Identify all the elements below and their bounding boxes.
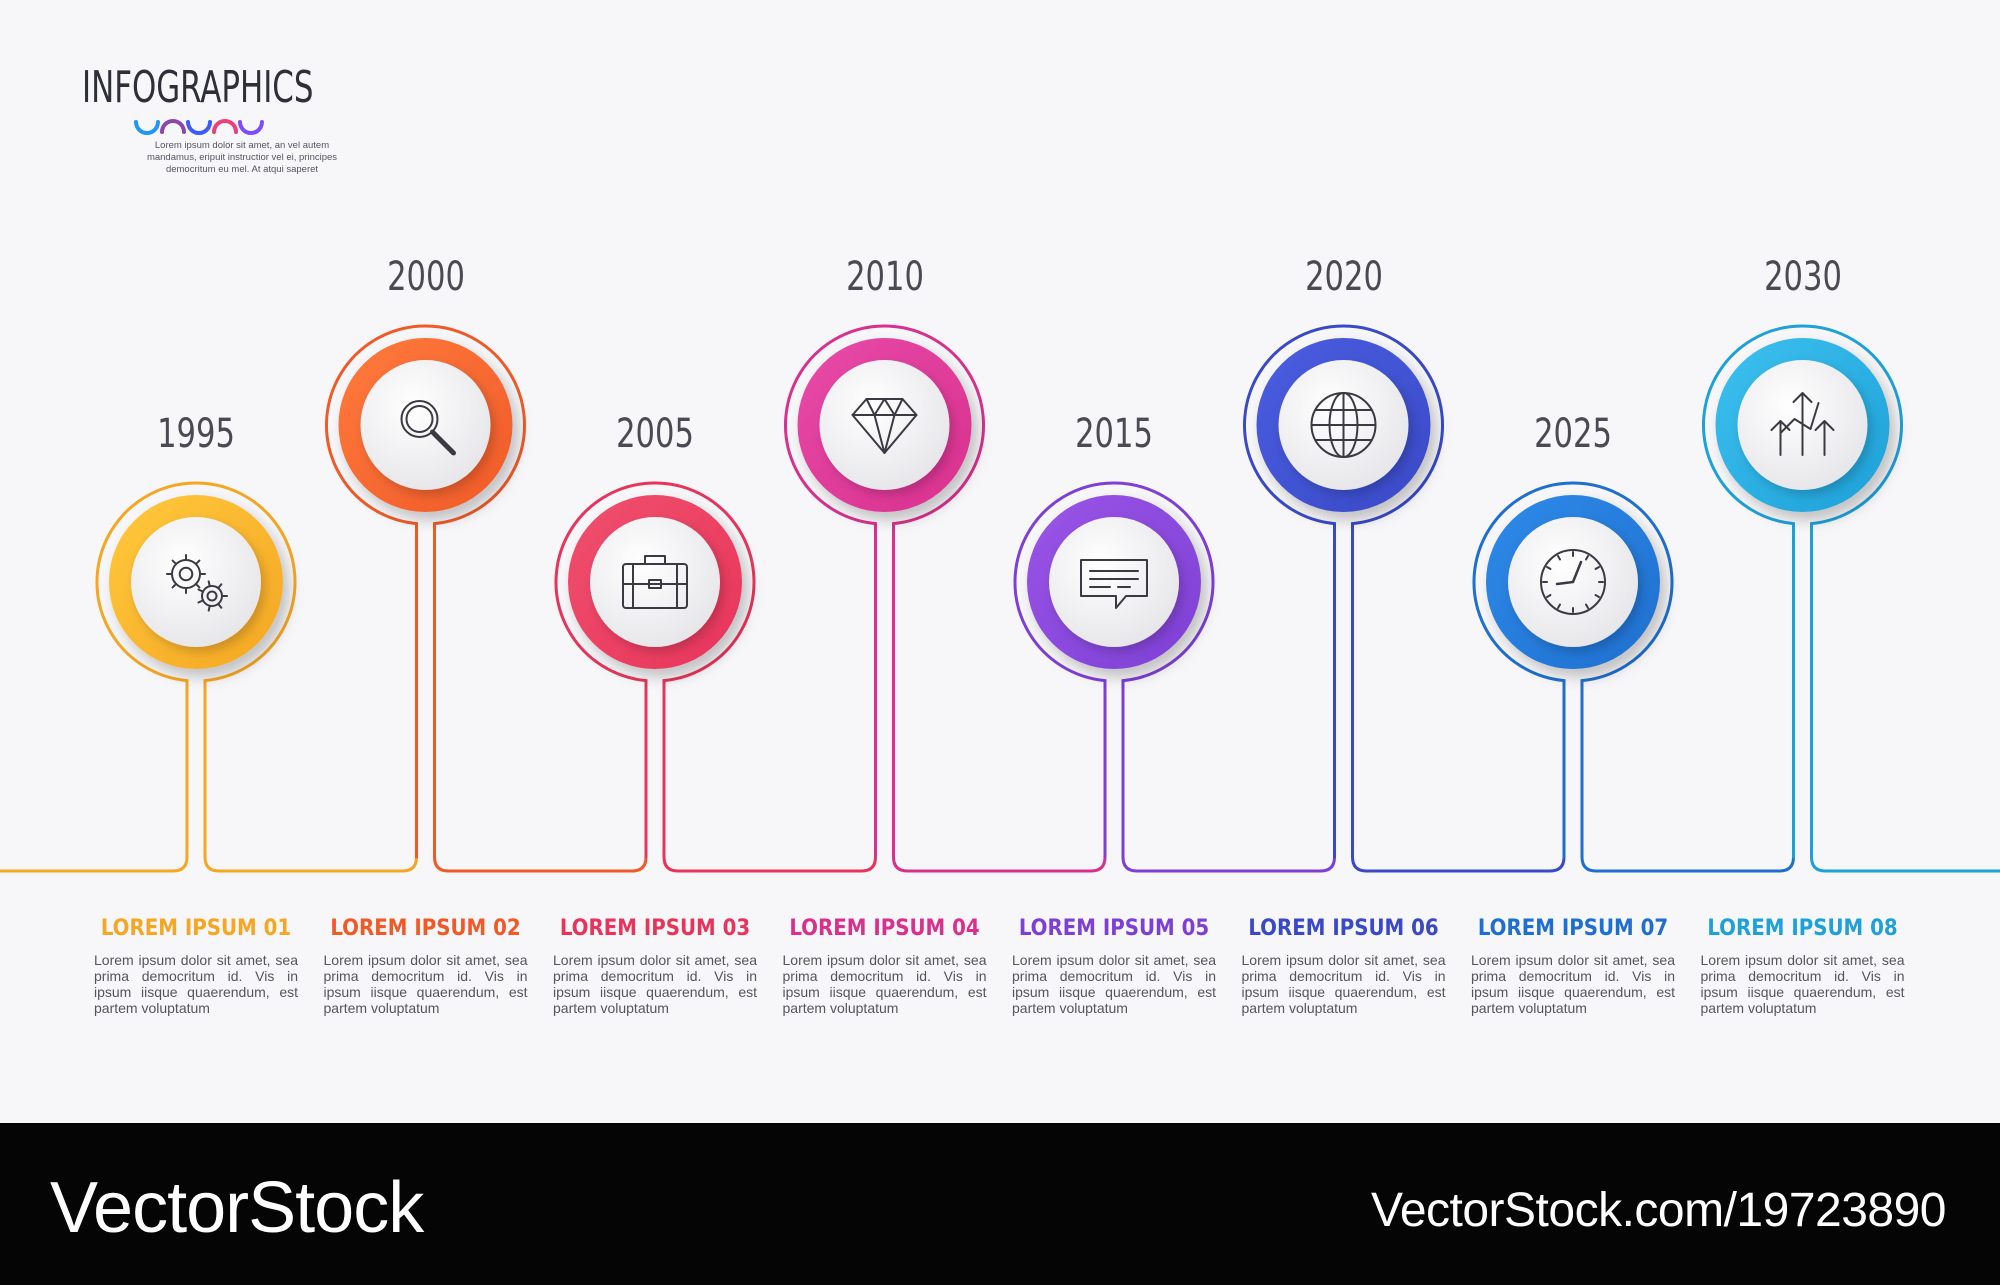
logo-arc <box>212 119 238 134</box>
year-label: 2025 <box>1534 411 1612 457</box>
year-label: 1995 <box>157 411 235 457</box>
year-label: 2015 <box>1075 411 1153 457</box>
step-description: Lorem ipsum dolor sit amet, sea prima de… <box>1700 952 1905 1016</box>
step-description: Lorem ipsum dolor sit amet, sea prima de… <box>323 952 528 1016</box>
step-connector <box>171 855 189 873</box>
timeline-node <box>1486 495 1660 669</box>
step-connector <box>1594 855 1795 873</box>
briefcase-icon <box>622 555 688 609</box>
step-connector <box>1243 324 1444 873</box>
step-title: LOREM IPSUM 02 <box>330 916 521 941</box>
timeline-infographic <box>0 324 2000 873</box>
year-label: 2020 <box>1304 254 1383 300</box>
node-center <box>590 517 720 647</box>
step-connector <box>554 481 756 873</box>
step-connector <box>784 324 985 873</box>
search-icon <box>400 400 456 456</box>
globe-icon <box>1310 392 1377 458</box>
step-title: LOREM IPSUM 03 <box>559 916 751 941</box>
step-title: LOREM IPSUM 05 <box>1018 916 1210 941</box>
step-title: LOREM IPSUM 07 <box>1477 916 1669 941</box>
logo-subtitle-line: mandamus, eripuit instructior vel ei, pr… <box>146 152 338 163</box>
node-center <box>819 360 950 490</box>
step-connector <box>676 855 877 873</box>
logo-arc <box>160 119 186 134</box>
step-connector <box>906 855 1107 873</box>
step-connector <box>1013 481 1215 873</box>
step-title: LOREM IPSUM 08 <box>1707 916 1898 941</box>
step-connector <box>1702 324 1903 873</box>
node-center <box>360 360 491 490</box>
timeline-node <box>568 495 742 669</box>
clock-icon <box>1540 549 1606 615</box>
step-title: LOREM IPSUM 04 <box>789 916 980 941</box>
logo-arcs-icon <box>134 119 264 135</box>
timeline-node <box>797 338 972 512</box>
year-label: 2010 <box>845 254 924 300</box>
logo-arc <box>238 120 264 135</box>
year-label: 2030 <box>1763 254 1842 300</box>
logo-arc <box>134 120 160 135</box>
step-connector <box>95 481 297 873</box>
diamond-icon <box>851 398 918 454</box>
timeline-diagram <box>0 324 2000 873</box>
step-connector <box>447 855 648 873</box>
logo-subtitle-line: Lorem ipsum dolor sit amet, an vel autem <box>154 140 330 151</box>
logo-subtitle-line: democritum eu mel. At atqui saperet <box>165 164 319 175</box>
logo-block: INFOGRAPHICS Lorem ipsum dolor sit amet,… <box>82 62 337 175</box>
growth-arrows-icon <box>1770 392 1835 456</box>
step-description: Lorem ipsum dolor sit amet, sea prima de… <box>1241 952 1446 1016</box>
year-label: 2005 <box>616 411 694 457</box>
step-description: Lorem ipsum dolor sit amet, sea prima de… <box>94 952 298 1016</box>
gears-icon <box>166 554 228 612</box>
step-title: LOREM IPSUM 01 <box>100 916 292 941</box>
step-title: LOREM IPSUM 06 <box>1248 916 1439 941</box>
chat-icon <box>1080 559 1148 609</box>
timeline-node <box>338 338 513 512</box>
logo-title: INFOGRAPHICS <box>82 62 314 113</box>
step-connector <box>1472 481 1674 873</box>
step-connector <box>1135 855 1336 873</box>
step-connector <box>325 324 526 873</box>
footer-bar: VectorStock VectorStock.com/19723890 <box>0 1123 2000 1285</box>
year-label: 2000 <box>386 254 465 300</box>
node-center <box>1049 517 1179 647</box>
timeline-lines <box>0 324 2000 873</box>
footer-brand: VectorStock <box>50 1168 424 1248</box>
step-description: Lorem ipsum dolor sit amet, sea prima de… <box>782 952 987 1016</box>
footer-url[interactable]: VectorStock.com/19723890 <box>1370 1184 1947 1237</box>
logo-arc <box>186 120 212 135</box>
node-center <box>131 517 261 647</box>
step-connector <box>217 855 418 873</box>
step-description: Lorem ipsum dolor sit amet, sea prima de… <box>553 952 757 1016</box>
step-connector <box>1365 855 1566 873</box>
logo-subtitle: Lorem ipsum dolor sit amet, an vel autem… <box>92 140 392 176</box>
timeline-node <box>1715 338 1890 512</box>
step-description: Lorem ipsum dolor sit amet, sea prima de… <box>1471 952 1675 1016</box>
timeline-node <box>1027 495 1201 669</box>
timeline-node <box>1256 338 1431 512</box>
step-description: Lorem ipsum dolor sit amet, sea prima de… <box>1012 952 1216 1016</box>
timeline-node <box>109 495 283 669</box>
